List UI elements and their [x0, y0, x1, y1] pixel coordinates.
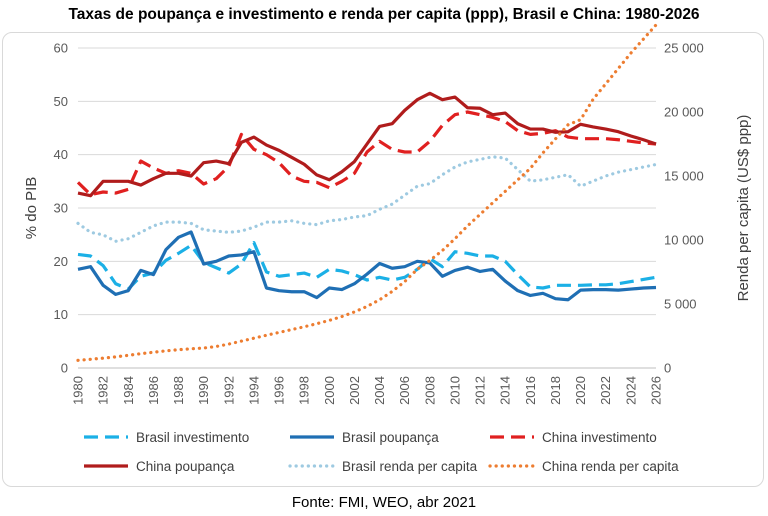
x-tick-label: 2000 [322, 376, 337, 405]
y-tick-label: 0 [61, 361, 68, 376]
y-tick-label: 30 [54, 201, 68, 216]
series-line-brasil-renda-per-capita [76, 155, 658, 243]
legend-label-china-investimento: China investimento [542, 430, 657, 445]
x-tick-label: 2014 [498, 376, 513, 405]
y2-tick-label: 5 000 [664, 297, 697, 312]
x-tick-label: 2010 [447, 376, 462, 405]
x-tick-label: 2016 [523, 376, 538, 405]
x-tick-label: 1990 [196, 376, 211, 405]
y-tick-label: 40 [54, 147, 68, 162]
x-tick-label: 2020 [573, 376, 588, 405]
x-tick-label: 1988 [171, 376, 186, 405]
x-tick-label: 2024 [623, 376, 638, 405]
chart-plot: 0 10 20 30 40 50 60 0 5 000 10 000 15 000 20 000 25 … [23, 23, 752, 474]
series-line-brasil-poupanca [77, 230, 657, 302]
x-tick-label: 1986 [146, 376, 161, 405]
x-tick-label: 2012 [473, 376, 488, 405]
x-tick-label: 1982 [96, 376, 111, 405]
series-line-china-investimento [76, 110, 657, 197]
x-tick-label: 1992 [221, 376, 236, 405]
y2-axis-title: Renda per capita (US$ ppp) [735, 115, 752, 302]
y2-tick-label: 10 000 [664, 233, 704, 248]
series-line-brasil-investimento [77, 241, 657, 291]
x-tick-label: 1996 [272, 376, 287, 405]
y-tick-label: 50 [54, 94, 68, 109]
series-line-china-poupanca [77, 91, 657, 198]
series-line-china-renda-per-capita [76, 23, 658, 362]
x-tick-label: 2026 [649, 376, 664, 405]
x-tick-label: 1984 [121, 376, 136, 405]
source-note: Fonte: FMI, WEO, abr 2021 [291, 494, 477, 511]
x-tick-label: 2002 [347, 376, 362, 405]
legend-label-brasil-poupanca: Brasil poupança [342, 430, 439, 445]
x-tick-label: 2004 [372, 376, 387, 405]
chart-title: Taxas de poupança e investimento e renda… [68, 6, 700, 23]
x-tick-label: 2006 [397, 376, 412, 405]
legend-label-china-poupanca: China poupança [136, 459, 235, 474]
y-tick-label: 10 [54, 307, 68, 322]
y2-tick-label: 0 [664, 361, 671, 376]
x-tick-label: 1980 [71, 376, 86, 405]
x-tick-label: 2022 [598, 376, 613, 405]
chart-frame [2, 32, 764, 487]
x-tick-label: 1994 [246, 376, 261, 405]
y2-tick-label: 20 000 [664, 105, 704, 120]
legend-label-china-renda-per-capita: China renda per capita [542, 459, 679, 474]
y-tick-label: 20 [54, 254, 68, 269]
x-tick-label: 1998 [297, 376, 312, 405]
legend-label-brasil-investimento: Brasil investimento [136, 430, 249, 445]
legend-label-brasil-renda-per-capita: Brasil renda per capita [342, 459, 478, 474]
y2-tick-label: 25 000 [664, 41, 704, 56]
y-tick-label: 60 [54, 41, 68, 56]
y2-tick-label: 15 000 [664, 169, 704, 184]
x-tick-label: 2018 [548, 376, 563, 405]
x-tick-label: 2008 [422, 376, 437, 405]
y-axis-title: % do PIB [23, 177, 40, 240]
